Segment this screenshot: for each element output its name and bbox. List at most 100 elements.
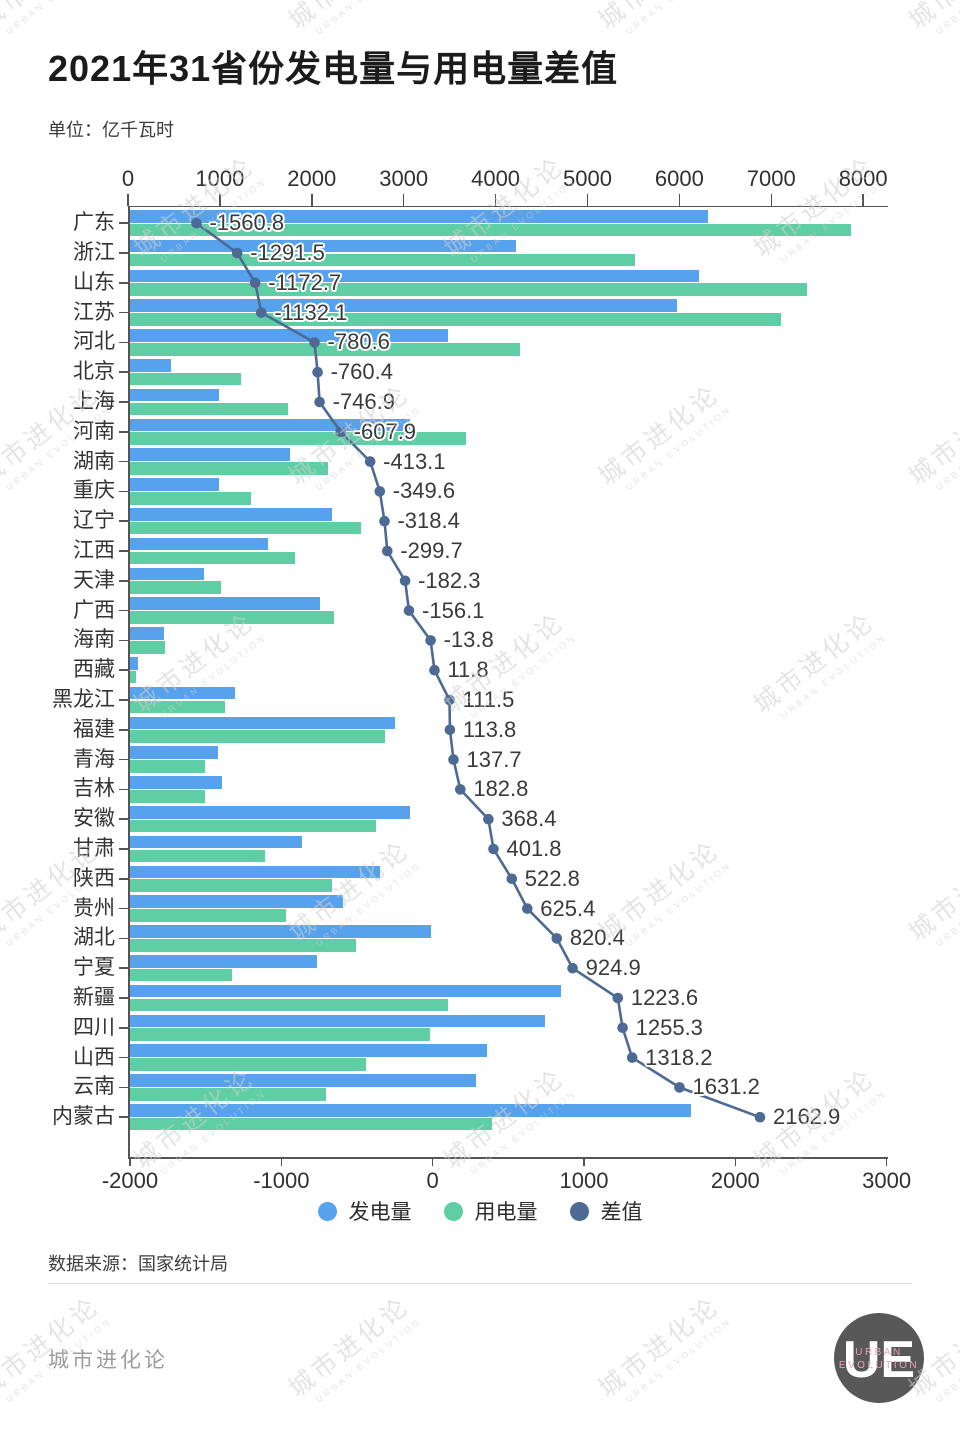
diff-point: [444, 724, 456, 736]
top-axis-tick-label: 2000: [287, 166, 337, 191]
province-label: 贵州: [73, 896, 115, 920]
bar-consumption: [129, 313, 781, 326]
province-label: 甘肃: [73, 837, 115, 860]
diff-point: [364, 456, 376, 467]
category-tick: [119, 1086, 128, 1089]
diff-point: [567, 962, 578, 974]
diff-value-label: -1132.1: [274, 299, 348, 325]
category-tick: [119, 371, 128, 373]
top-axis-tick: [862, 194, 864, 206]
province-label: 浙江: [73, 241, 115, 264]
bar-generation: [129, 388, 220, 402]
diff-value-label: 111.5: [462, 687, 515, 712]
diff-point: [309, 337, 320, 348]
bottom-axis-tick: [583, 1157, 585, 1166]
category-tick: [119, 520, 128, 522]
diff-point: [425, 635, 436, 646]
top-axis-tick-label: 1000: [195, 166, 245, 191]
bar-consumption: [129, 462, 329, 475]
chart-title: 2021年31省份发电量与用电量差值: [48, 48, 619, 89]
logo-initials: UE: [843, 1331, 915, 1389]
top-axis-tick-label: 0: [121, 166, 135, 191]
bar-consumption: [129, 283, 807, 296]
diff-value-label: 1223.6: [630, 985, 699, 1010]
diff-point: [382, 545, 393, 557]
bar-consumption: [129, 372, 242, 386]
diff-point: [191, 217, 202, 229]
diff-point: [754, 1111, 766, 1123]
category-tick: [119, 729, 128, 731]
province-label: 四川: [73, 1015, 115, 1039]
diff-value-label: 1318.2: [645, 1044, 713, 1070]
bar-consumption: [129, 998, 449, 1012]
legend-dot-icon: [569, 1201, 589, 1221]
diff-value-label: 625.4: [540, 895, 596, 921]
diff-point: [674, 1082, 685, 1093]
chart-plot: 0 1000 2000 3000 4000 5000 6000 7000 8000 -2000 -1…: [52, 166, 912, 1193]
diff-point: [444, 694, 455, 706]
bottom-axis-tick-label: 3000: [862, 1168, 912, 1193]
bar-consumption: [129, 700, 225, 714]
diff-point: [455, 784, 466, 795]
diff-value-label: 2162.9: [772, 1104, 841, 1130]
bottom-axis-tick: [885, 1157, 888, 1166]
top-axis-tick-label: 6000: [654, 166, 704, 191]
top-axis-tick: [219, 194, 221, 206]
category-tick: [119, 490, 128, 493]
diff-point: [399, 575, 411, 587]
top-axis-tick: [127, 194, 129, 206]
province-label: 河南: [73, 419, 115, 443]
province-label: 福建: [73, 717, 115, 741]
diff-value-label: -413.1: [383, 448, 446, 474]
bar-generation: [129, 657, 138, 670]
bar-consumption: [129, 611, 335, 624]
bar-generation: [129, 835, 303, 849]
diff-value-label: 368.4: [501, 806, 557, 832]
bar-consumption: [129, 1058, 367, 1071]
bar-generation: [129, 865, 381, 879]
province-label: 江西: [73, 539, 115, 562]
diff-value-label: -156.1: [422, 597, 485, 623]
bottom-axis-line: [128, 1157, 888, 1159]
diff-point: [335, 426, 346, 438]
category-tick: [119, 907, 128, 910]
category-tick: [119, 788, 128, 791]
bar-consumption: [129, 641, 166, 654]
diff-value-label: 522.8: [524, 865, 580, 891]
bar-generation: [129, 984, 561, 998]
bar-generation: [129, 955, 318, 968]
province-label: 广西: [73, 598, 115, 622]
bar-consumption: [129, 730, 385, 743]
bar-generation: [129, 448, 291, 461]
bar-generation: [129, 269, 699, 283]
bar-generation: [129, 567, 204, 581]
bar-generation: [129, 478, 219, 491]
bar-consumption: [129, 223, 851, 237]
bar-generation: [129, 359, 172, 372]
bar-consumption: [129, 939, 356, 952]
diff-value-label: 182.8: [473, 776, 529, 802]
diff-value-label: 1255.3: [635, 1014, 703, 1040]
legend-item: 用电量: [443, 1196, 538, 1226]
diff-point: [506, 873, 518, 885]
top-axis-tick: [770, 194, 773, 206]
diff-point: [312, 366, 323, 378]
bar-consumption: [129, 968, 233, 982]
bar-consumption: [129, 432, 466, 445]
watermark-cjk-text: 城市进化论: [283, 1291, 416, 1403]
diff-point: [488, 843, 499, 855]
diff-value-label: -182.3: [418, 567, 481, 593]
bar-consumption: [129, 1028, 430, 1041]
footer-brand: 城市进化论: [48, 1349, 168, 1372]
watermark-cjk-text: 城市进化论: [593, 1291, 726, 1403]
province-label: 湖南: [73, 449, 115, 473]
bottom-axis-tick-label: -2000: [101, 1168, 159, 1193]
category-tick: [119, 997, 128, 999]
province-label: 黑龙江: [52, 688, 115, 711]
diff-point: [612, 992, 624, 1004]
bottom-axis-tick: [734, 1157, 737, 1166]
bottom-axis-tick: [280, 1157, 283, 1166]
province-label: 西藏: [73, 658, 115, 682]
watermark-latin-text: URBAN EVOLUTION: [313, 1315, 424, 1405]
